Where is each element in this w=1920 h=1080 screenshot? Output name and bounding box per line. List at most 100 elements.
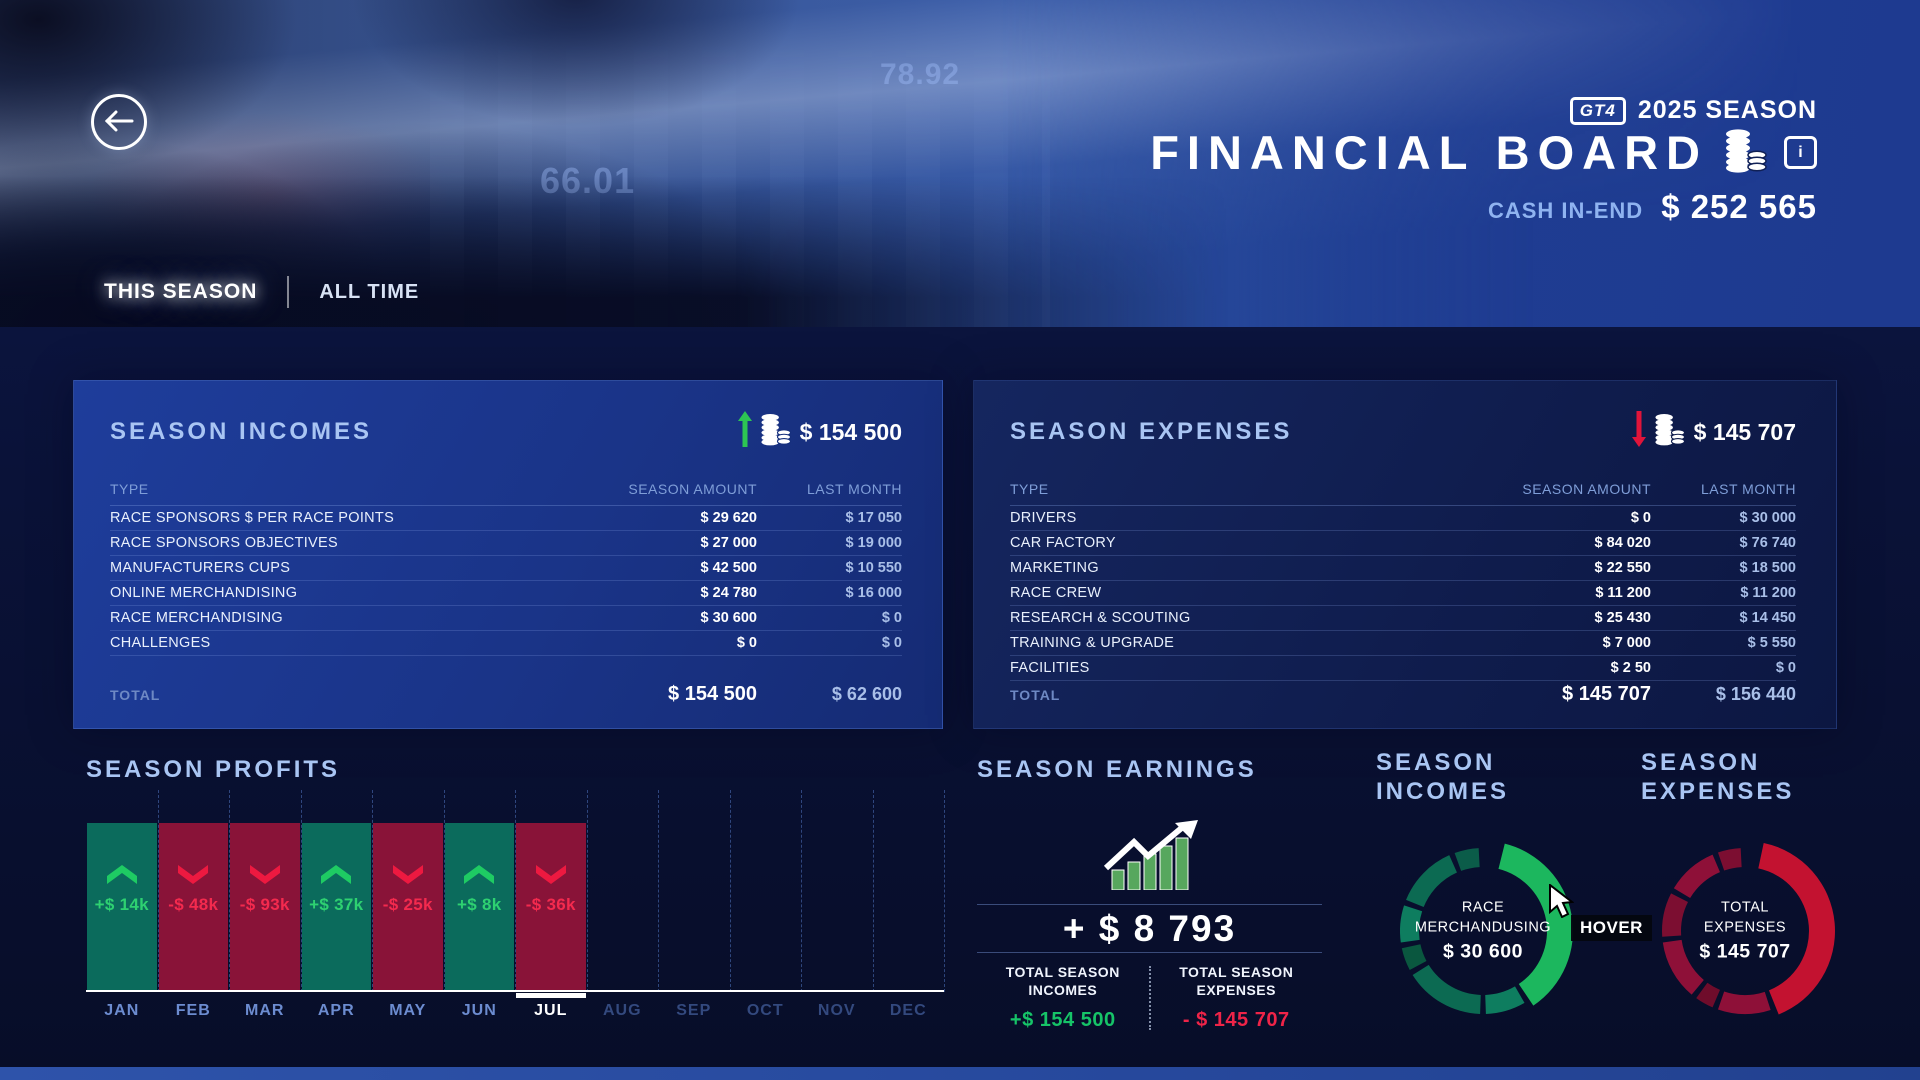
profit-value-label: -$ 48k xyxy=(168,895,219,914)
donut-segment[interactable] xyxy=(1661,893,1688,937)
expenses-donut-title: SEASON EXPENSES xyxy=(1641,749,1795,805)
table-row: MANUFACTURERS CUPS $ 42 500 $ 10 550 xyxy=(110,556,902,581)
row-last-month: $ 19 000 xyxy=(845,535,902,551)
donut-segment[interactable] xyxy=(1662,939,1704,995)
row-season-amount: $ 29 620 xyxy=(700,510,757,526)
table-row: RACE SPONSORS OBJECTIVES $ 27 000 $ 19 000 xyxy=(110,531,902,556)
profit-month-column xyxy=(801,790,873,992)
tab-divider xyxy=(287,276,290,308)
month-label: JAN xyxy=(104,1002,140,1019)
profits-month-labels: JAN FEB MAR APR MAY JUN JUL AUG SEP OCT NOV DEC xyxy=(86,1002,944,1020)
row-last-month: $ 5 550 xyxy=(1747,635,1796,651)
row-type-label: FACILITIES xyxy=(1010,660,1090,676)
month-label: NOV xyxy=(817,1002,856,1019)
earnings-amount: + $ 8 793 xyxy=(1062,908,1237,949)
profit-bar: +$ 14k xyxy=(87,823,157,992)
table-row: RACE CREW $ 11 200 $ 11 200 xyxy=(1010,581,1796,606)
back-button[interactable] xyxy=(91,94,147,150)
earnings-title: SEASON EARNINGS xyxy=(977,756,1257,783)
profit-month-column: -$ 36k xyxy=(515,790,587,998)
row-type-label: ONLINE MERCHANDISING xyxy=(110,585,298,601)
loss-bar: -$ 93k xyxy=(230,823,300,992)
table-row: RESEARCH & SCOUTING $ 25 430 $ 14 450 xyxy=(1010,606,1796,631)
month-label: APR xyxy=(317,1002,355,1019)
chevron-down-icon xyxy=(178,865,209,889)
table-row: RACE MERCHANDISING $ 30 600 $ 0 xyxy=(110,606,902,631)
donut-segment[interactable] xyxy=(1498,843,1574,1006)
donut-segment[interactable] xyxy=(1400,905,1423,943)
chevron-up-icon xyxy=(464,865,495,889)
donut-segment[interactable] xyxy=(1485,986,1525,1014)
info-button[interactable]: i xyxy=(1784,136,1817,169)
loss-bar: -$ 25k xyxy=(373,823,443,992)
row-season-amount: $ 24 780 xyxy=(700,585,757,601)
incomes-total-row: TOTAL $ 154 500 $ 62 600 xyxy=(110,683,902,705)
header-right: GT4 2025 SEASON FINANCIAL BOARD i xyxy=(1150,96,1817,226)
down-arrow-icon xyxy=(1631,411,1646,453)
cash-in-end-label: CASH IN-END xyxy=(1487,198,1644,223)
month-label: JUL xyxy=(534,1002,568,1019)
coins-icon xyxy=(1654,412,1686,452)
row-type-label: RACE SPONSORS $ PER RACE POINTS xyxy=(110,510,395,526)
row-type-label: MARKETING xyxy=(1010,560,1099,576)
expenses-donut-chart[interactable]: TOTAL EXPENSES $ 145 707 xyxy=(1645,831,1845,1031)
incomes-donut-title: SEASON INCOMES xyxy=(1376,749,1510,805)
table-row: FACILITIES $ 2 50 $ 0 xyxy=(1010,656,1796,681)
incomes-donut-chart[interactable]: RACE MERCHANDUSING $ 30 600 xyxy=(1383,831,1583,1031)
chevron-up-icon xyxy=(106,865,137,889)
month-label: AUG xyxy=(602,1002,642,1019)
row-last-month: $ 0 xyxy=(881,610,902,626)
tab-this-season[interactable]: THIS SEASON xyxy=(104,280,258,303)
donut-segment[interactable] xyxy=(1758,842,1835,1015)
profit-month-column: +$ 8k xyxy=(444,790,516,992)
row-type-label: DRIVERS xyxy=(1010,510,1077,526)
earnings-incomes-col: TOTAL SEASON INCOMES +$ 154 500 xyxy=(977,963,1149,1032)
profits-title: SEASON PROFITS xyxy=(86,756,341,783)
profit-month-column: +$ 37k xyxy=(301,790,373,992)
row-season-amount: $ 22 550 xyxy=(1594,560,1651,576)
loss-bar: -$ 48k xyxy=(158,823,228,992)
row-type-label: TRAINING & UPGRADE xyxy=(1010,635,1175,651)
donut-segment[interactable] xyxy=(1454,848,1480,871)
profit-month-column xyxy=(873,790,945,992)
donut-segment[interactable] xyxy=(1696,982,1720,1008)
incomes-panel-title: SEASON INCOMES xyxy=(110,418,373,445)
profit-value-label: +$ 14k xyxy=(94,895,149,914)
profit-value-label: +$ 37k xyxy=(309,895,364,914)
donut-segment[interactable] xyxy=(1401,944,1427,970)
gt4-logo: GT4 xyxy=(1569,96,1626,125)
back-arrow-icon xyxy=(104,110,134,135)
profit-value-label: +$ 8k xyxy=(456,895,502,914)
expenses-total-row: TOTAL $ 145 707 $ 156 440 xyxy=(1010,683,1796,705)
donut-segment[interactable] xyxy=(1412,964,1481,1014)
incomes-total-badge: $ 154 500 xyxy=(737,411,902,453)
earnings-divider xyxy=(977,904,1322,905)
row-last-month: $ 18 500 xyxy=(1739,560,1796,576)
profit-value-label: -$ 93k xyxy=(239,895,290,914)
donut-segment[interactable] xyxy=(1406,855,1457,908)
donut-segment[interactable] xyxy=(1717,848,1742,871)
profit-month-column: +$ 14k xyxy=(86,790,158,992)
row-season-amount: $ 84 020 xyxy=(1594,535,1651,551)
header-banner: 78.92 66.01 GT4 2025 SEASON FINANCIAL BO… xyxy=(0,0,1920,327)
donut-segment[interactable] xyxy=(1673,854,1720,899)
table-row: MARKETING $ 22 550 $ 18 500 xyxy=(1010,556,1796,581)
row-type-label: RACE SPONSORS OBJECTIVES xyxy=(110,535,338,551)
donut-segment[interactable] xyxy=(1717,991,1771,1015)
expenses-panel-title: SEASON EXPENSES xyxy=(1010,418,1293,445)
profits-bar-chart: +$ 14k -$ 48k -$ 93k +$ 37k -$ 25k +$ 8k -$ 36… xyxy=(86,790,945,998)
table-row: RACE SPONSORS $ PER RACE POINTS $ 29 620 $… xyxy=(110,506,902,531)
row-season-amount: $ 0 xyxy=(1630,510,1651,526)
table-row: TRAINING & UPGRADE $ 7 000 $ 5 550 xyxy=(1010,631,1796,656)
row-type-label: RACE MERCHANDISING xyxy=(110,610,283,626)
profit-month-column: -$ 93k xyxy=(229,790,301,992)
tab-all-time[interactable]: ALL TIME xyxy=(319,280,420,303)
row-season-amount: $ 25 430 xyxy=(1594,610,1651,626)
row-season-amount: $ 27 000 xyxy=(700,535,757,551)
cash-in-end-value: $ 252 565 xyxy=(1661,188,1817,225)
background-watermark: 66.01 xyxy=(540,160,636,201)
expenses-table-header: TYPE SEASON AMOUNT LAST MONTH xyxy=(1010,481,1796,506)
month-label: MAR xyxy=(245,1002,285,1019)
table-row: DRIVERS $ 0 $ 30 000 xyxy=(1010,506,1796,531)
